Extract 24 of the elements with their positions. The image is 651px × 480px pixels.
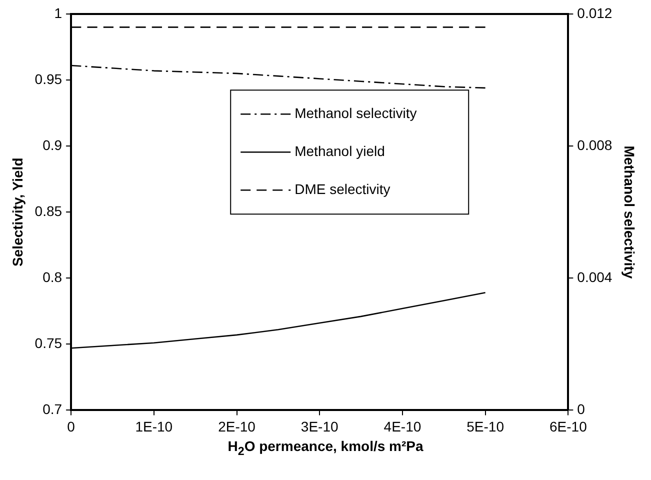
y-tick-label: 0.75 — [34, 335, 62, 352]
y2-axis-title: Methanol selectivity — [622, 146, 638, 279]
x-tick-label: 5E-10 — [466, 418, 504, 434]
x-tick-label: 2E-10 — [218, 418, 256, 434]
x-tick-label: 1E-10 — [135, 418, 173, 434]
legend-label: Methanol selectivity — [294, 104, 417, 121]
x-axis-title: H$_{2}$O permeance, kmol/s m²Pa — [226, 438, 424, 458]
x-tick-label: 0 — [67, 418, 76, 434]
y-tick-label: 0.9 — [42, 136, 62, 153]
y2-tick-label: 0.008 — [577, 136, 612, 153]
x-tick-label: 4E-10 — [384, 418, 422, 434]
y-tick-label: 0.7 — [42, 401, 62, 418]
y-tick-label: 1 — [54, 4, 62, 21]
x-tick-label: 6E-10 — [549, 418, 588, 434]
y-axis-title: Selectivity, Yield — [9, 158, 26, 266]
x-tick-label: 3E-10 — [300, 418, 338, 434]
y2-tick-label: 0.004 — [577, 268, 612, 285]
y-tick-label: 0.95 — [34, 70, 62, 87]
legend-label: DME selectivity — [294, 180, 390, 197]
y2-tick-label: 0.012 — [577, 4, 612, 21]
y-tick-label: 0.85 — [34, 202, 62, 219]
y-tick-label: 0.8 — [42, 268, 62, 285]
legend-label: Methanol yield — [294, 142, 385, 159]
y2-tick-label: 0 — [577, 401, 586, 418]
